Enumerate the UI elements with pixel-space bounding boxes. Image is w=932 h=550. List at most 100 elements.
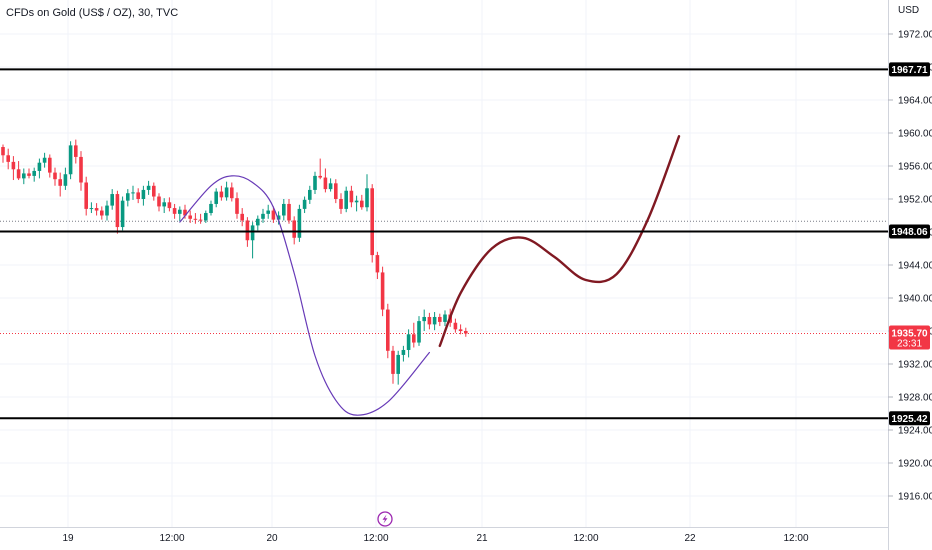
candle-body	[360, 200, 364, 208]
candle-body	[22, 173, 26, 179]
currency-label: USD	[898, 5, 919, 16]
projection-curve-purple[interactable]	[179, 175, 430, 416]
candle-body	[115, 194, 120, 228]
candle-body	[276, 215, 281, 220]
candle-body	[391, 350, 395, 374]
candle-body	[74, 145, 78, 157]
candle-body	[42, 157, 47, 163]
candle-body	[266, 210, 270, 214]
candle-body	[318, 175, 322, 178]
candle-body	[287, 203, 291, 221]
candle-body	[172, 208, 177, 214]
chart-title: CFDs on Gold (US$ / OZ), 30, TVC	[6, 7, 178, 19]
x-tick-label: 12:00	[363, 533, 388, 544]
drawing-annotations[interactable]	[179, 135, 681, 416]
y-tick-label: 1924.00	[898, 426, 932, 437]
y-tick-label: 1916.00	[898, 492, 932, 503]
candle-body	[417, 321, 421, 343]
candle-body	[11, 161, 16, 170]
candle-body	[53, 172, 57, 180]
candle-body	[308, 189, 312, 200]
candle-body	[235, 198, 239, 214]
candle-body	[79, 156, 83, 183]
candle-body	[48, 157, 52, 173]
x-tick-label: 12:00	[573, 533, 598, 544]
candle-body	[219, 191, 224, 198]
candle-body	[6, 155, 10, 162]
candle-body	[396, 354, 400, 374]
candle-body	[157, 196, 161, 207]
candle-body	[256, 218, 260, 226]
candle-body	[152, 185, 156, 197]
candle-body	[297, 208, 302, 238]
candle-body	[105, 205, 109, 216]
level-price-flag	[889, 62, 930, 77]
candle-body	[89, 208, 94, 210]
candle-body	[406, 334, 411, 350]
y-tick-label: 1956.00	[898, 162, 932, 173]
time-axis[interactable]: 19 12:00 20 12:00 21 12:00 22 12:00	[62, 533, 809, 544]
y-tick-label: 1932.00	[898, 360, 932, 371]
candle-body	[167, 202, 172, 209]
lightning-icon[interactable]	[377, 511, 393, 527]
candle-body	[422, 316, 426, 322]
candle-body	[349, 190, 354, 203]
candle-body	[120, 200, 125, 228]
candle-body	[209, 203, 213, 214]
candle-body	[339, 199, 343, 209]
candles	[1, 139, 468, 385]
x-tick-label: 22	[684, 533, 696, 544]
candle-body	[453, 322, 458, 330]
candle-body	[292, 220, 296, 238]
candle-body	[178, 209, 182, 214]
projection-curve-red[interactable]	[438, 135, 681, 348]
y-tick-label: 1960.00	[898, 129, 932, 140]
level-price-label: 1967.71	[891, 65, 928, 76]
level-price-label: 1925.42	[891, 414, 928, 425]
candle-body	[401, 349, 406, 355]
candle-body	[204, 213, 208, 221]
candle-body	[271, 210, 276, 220]
candle-body	[58, 179, 62, 186]
y-tick-label: 1964.00	[898, 96, 932, 107]
candle-body	[386, 309, 390, 351]
last-price-flag	[889, 325, 930, 350]
candle-body	[370, 188, 374, 256]
candle-body	[334, 183, 338, 199]
candle-body	[100, 210, 104, 216]
horizontal-levels[interactable]	[0, 68, 888, 420]
candle-body	[432, 316, 437, 325]
last-price-label: 1935.70	[891, 328, 928, 339]
candle-body	[282, 203, 286, 216]
candle-body	[68, 145, 73, 175]
candle-body	[427, 316, 432, 325]
candle-body	[224, 187, 229, 198]
y-tick-label: 1920.00	[898, 459, 932, 470]
candle-body	[84, 182, 88, 209]
bar-countdown-label: 23:31	[897, 338, 922, 349]
candle-body	[230, 187, 234, 199]
x-tick-label: 12:00	[159, 533, 184, 544]
candle-body	[323, 177, 328, 190]
candle-body	[16, 169, 21, 179]
x-tick-label: 20	[266, 533, 278, 544]
x-tick-label: 21	[476, 533, 488, 544]
candle-body	[27, 173, 31, 176]
candle-body	[183, 209, 187, 216]
level-price-flag	[889, 411, 930, 426]
y-tick-label: 1952.00	[898, 195, 932, 206]
candle-body	[146, 185, 151, 190]
y-tick-label: 1972.00	[898, 30, 932, 41]
level-price-label: 1948.06	[891, 227, 928, 238]
candle-body	[214, 191, 218, 204]
candle-body	[412, 334, 416, 343]
candle-body	[443, 314, 447, 322]
level-price-flag	[889, 224, 930, 239]
candle-body	[250, 225, 255, 241]
candle-body	[136, 192, 140, 199]
candle-body	[313, 175, 317, 190]
candle-body	[188, 215, 192, 219]
